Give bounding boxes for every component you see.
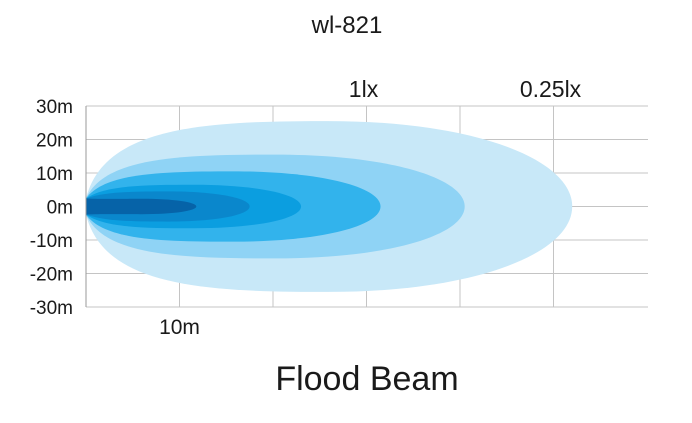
y-tick-label-5: -20m [30, 265, 73, 286]
y-tick-label-6: -30m [30, 298, 73, 319]
x-tick-label-0: 10m [159, 316, 200, 339]
lux-label-1: 0.25lx [520, 76, 582, 102]
y-tick-label-3: 0m [47, 198, 73, 219]
chart-caption: Flood Beam [275, 360, 458, 398]
beam-zone-6 [86, 198, 197, 215]
x-tick-labels: 10m [159, 316, 200, 339]
lux-labels: 1lx 0.25lx [349, 76, 582, 102]
beam-zones [86, 121, 573, 292]
y-tick-label-4: -10m [30, 231, 73, 252]
lux-label-0: 1lx [349, 76, 379, 102]
y-tick-label-2: 10m [36, 164, 73, 185]
y-tick-label-1: 20m [36, 131, 73, 152]
y-tick-labels: 30m 20m 10m 0m -10m -20m -30m [30, 97, 73, 319]
y-tick-label-0: 30m [36, 97, 73, 118]
chart-title: wl-821 [311, 12, 383, 39]
